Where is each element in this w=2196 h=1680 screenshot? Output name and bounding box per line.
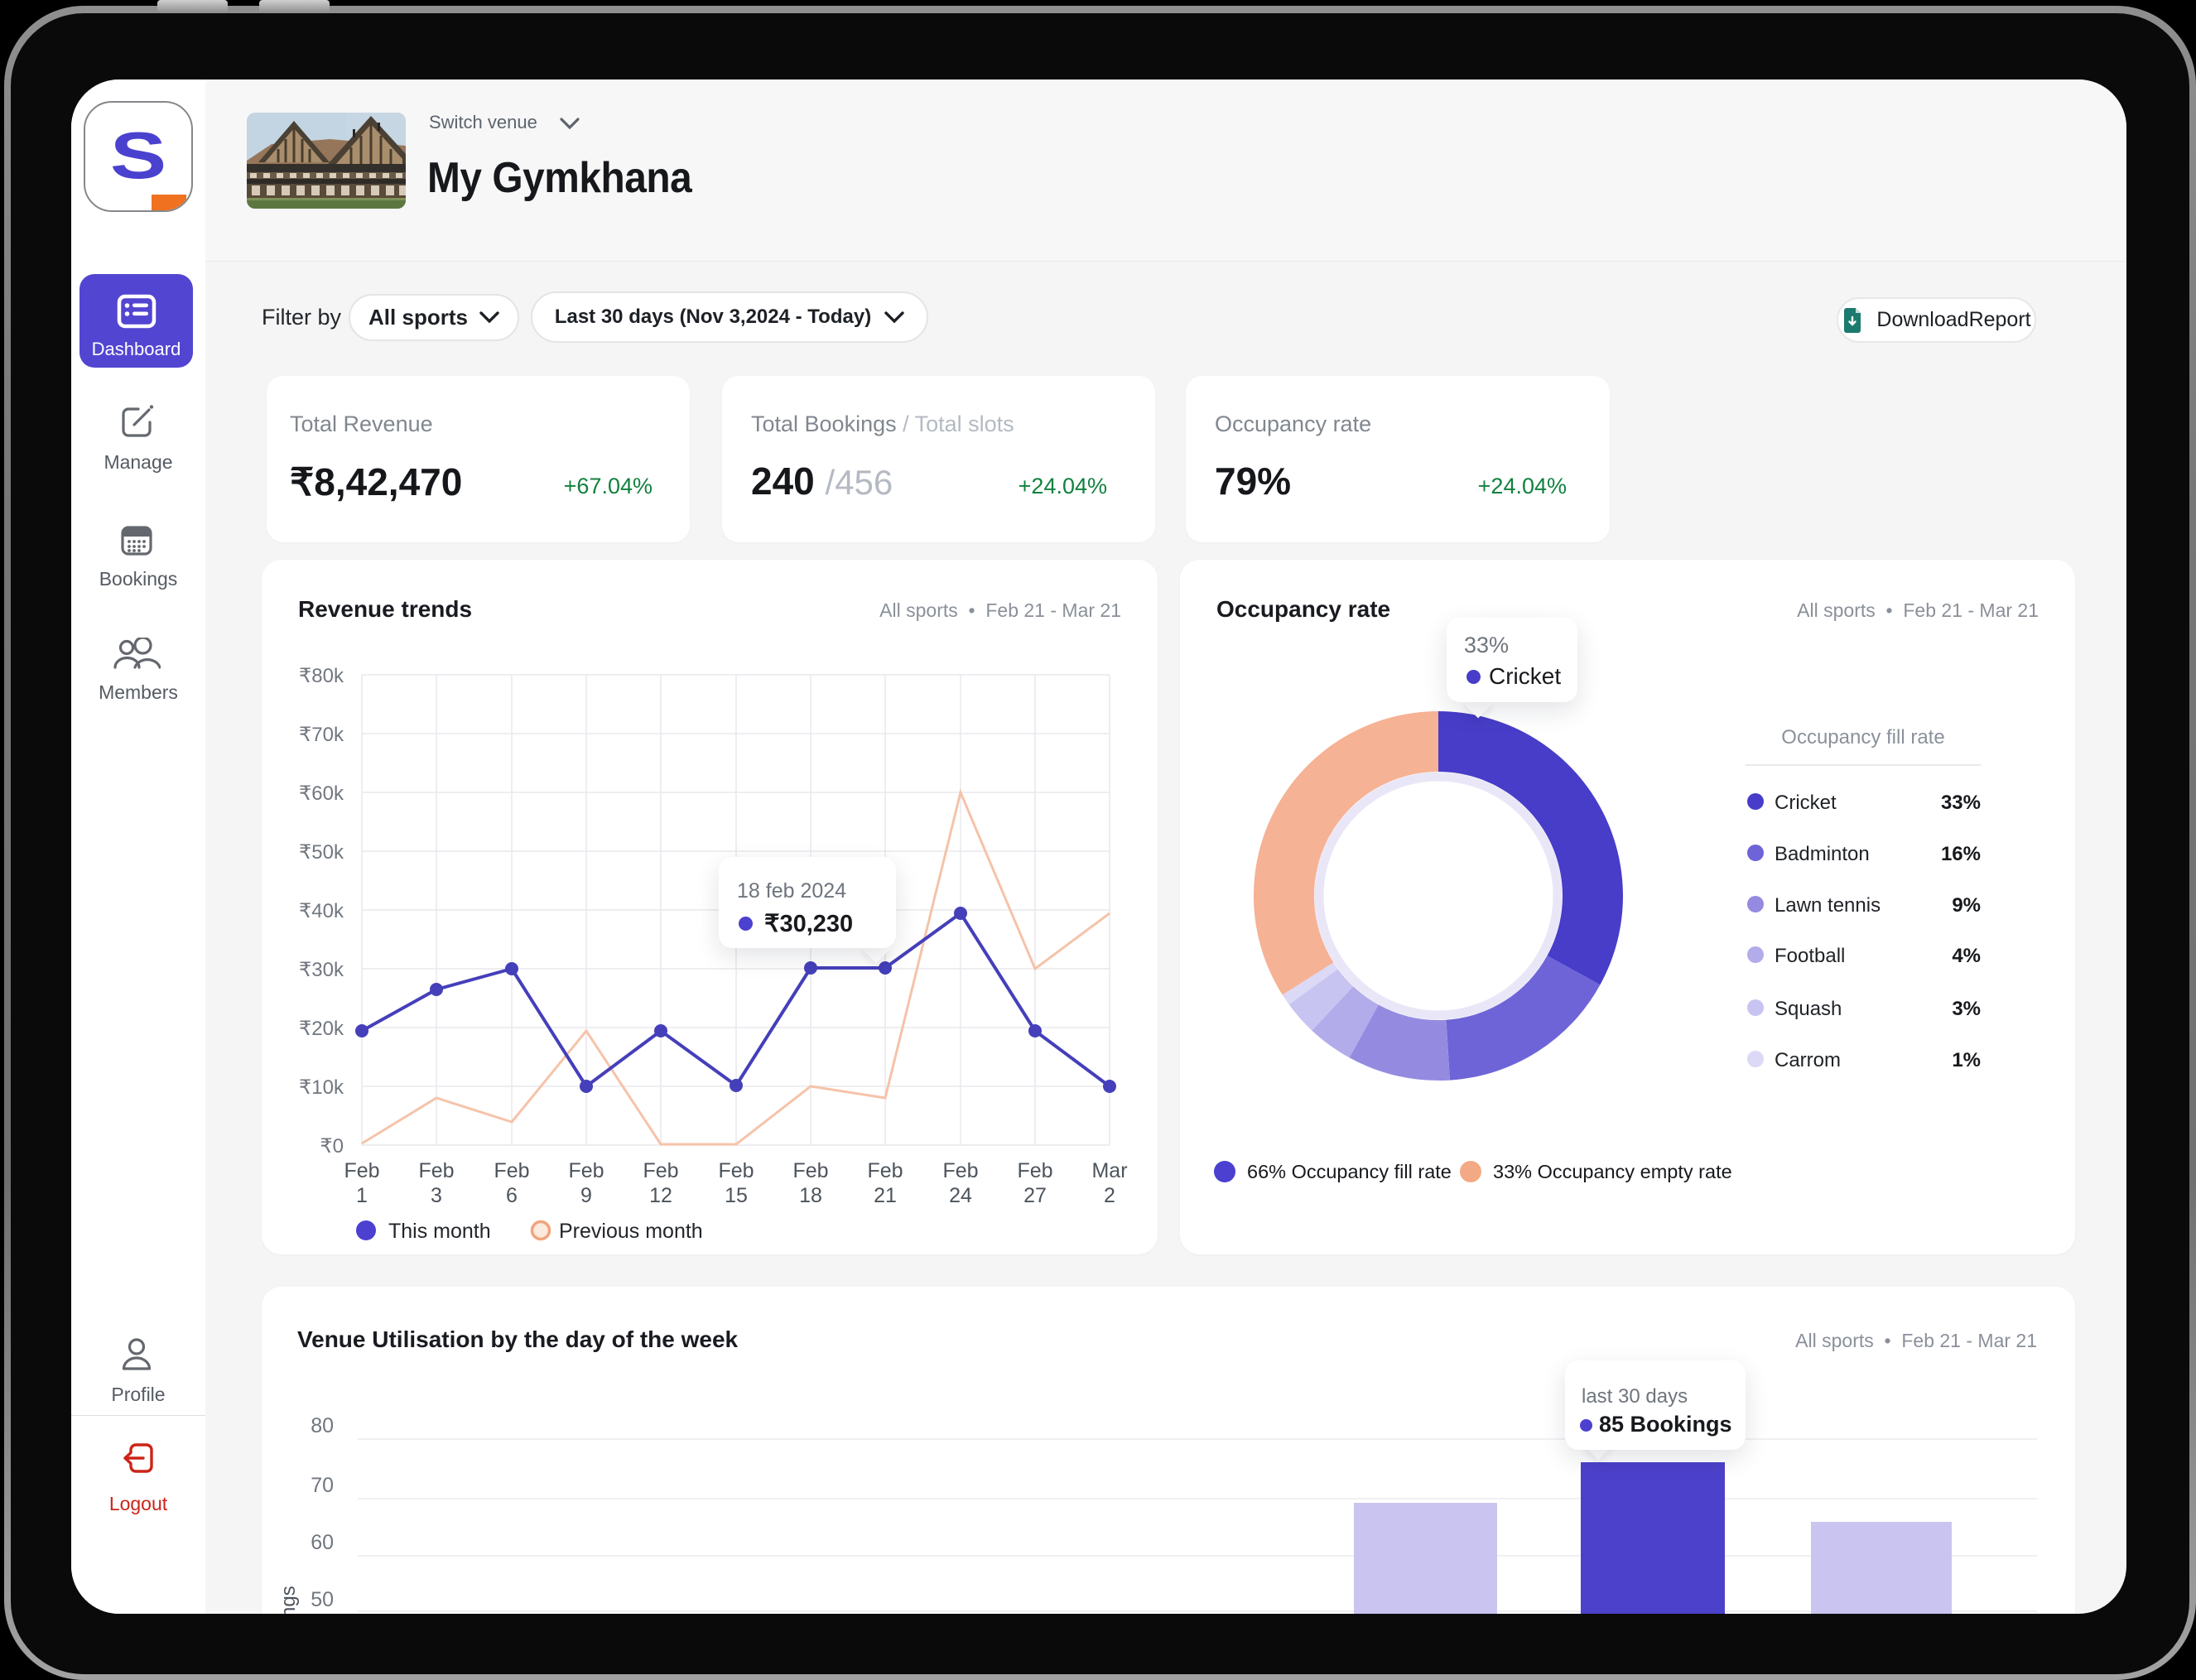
svg-text:21: 21 (874, 1184, 897, 1207)
svg-text:33%: 33% (1941, 792, 1981, 814)
svg-text:₹10k: ₹10k (299, 1076, 344, 1099)
svg-text:Feb: Feb (568, 1159, 604, 1182)
svg-text:Feb: Feb (1017, 1159, 1052, 1182)
svg-text:Feb: Feb (867, 1159, 903, 1182)
svg-text:Lawn tennis: Lawn tennis (1775, 894, 1881, 917)
svg-text:15: 15 (725, 1184, 748, 1207)
svg-text:Football: Football (1775, 945, 1845, 967)
svg-text:₹80k: ₹80k (299, 665, 344, 687)
svg-text:₹20k: ₹20k (299, 1018, 344, 1040)
svg-text:12: 12 (649, 1184, 672, 1207)
svg-text:18: 18 (799, 1184, 822, 1207)
svg-text:Squash: Squash (1775, 998, 1842, 1020)
svg-text:Feb: Feb (718, 1159, 754, 1182)
svg-text:4%: 4% (1952, 945, 1981, 967)
svg-text:3%: 3% (1952, 998, 1981, 1020)
svg-text:Feb: Feb (418, 1159, 454, 1182)
svg-text:Mar: Mar (1091, 1159, 1127, 1182)
svg-text:Feb: Feb (792, 1159, 828, 1182)
svg-text:This month: This month (388, 1220, 491, 1243)
svg-text:2: 2 (1104, 1184, 1115, 1207)
svg-text:Badminton: Badminton (1775, 843, 1870, 865)
svg-text:33% Occupancy empty rate: 33% Occupancy empty rate (1493, 1161, 1732, 1182)
svg-text:1: 1 (356, 1184, 368, 1207)
svg-text:Carrom: Carrom (1775, 1049, 1841, 1071)
svg-text:₹40k: ₹40k (299, 900, 344, 922)
svg-text:50: 50 (311, 1588, 334, 1611)
svg-text:3: 3 (431, 1184, 442, 1207)
svg-text:24: 24 (949, 1184, 972, 1207)
svg-text:1%: 1% (1952, 1049, 1981, 1071)
svg-text:₹30k: ₹30k (299, 959, 344, 981)
svg-text:27: 27 (1023, 1184, 1047, 1207)
svg-text:₹70k: ₹70k (299, 724, 344, 746)
svg-text:9: 9 (580, 1184, 592, 1207)
svg-text:Occupancy fill rate: Occupancy fill rate (1781, 726, 1944, 749)
svg-text:6: 6 (506, 1184, 518, 1207)
svg-text:80: 80 (311, 1414, 334, 1437)
svg-text:9%: 9% (1952, 894, 1981, 917)
svg-text:66% Occupancy fill rate: 66% Occupancy fill rate (1247, 1161, 1452, 1182)
svg-text:Cricket: Cricket (1775, 792, 1837, 814)
svg-text:60: 60 (311, 1531, 334, 1554)
svg-text:Feb: Feb (344, 1159, 379, 1182)
svg-text:Feb: Feb (643, 1159, 678, 1182)
svg-text:₹50k: ₹50k (299, 841, 344, 864)
svg-text:Feb: Feb (494, 1159, 529, 1182)
svg-text:Feb: Feb (942, 1159, 978, 1182)
svg-text:Bookings: Bookings (277, 1586, 300, 1614)
svg-text:70: 70 (311, 1474, 334, 1497)
svg-text:₹0: ₹0 (320, 1135, 344, 1158)
svg-text:₹60k: ₹60k (299, 782, 344, 805)
svg-text:Previous month: Previous month (559, 1220, 703, 1243)
svg-text:16%: 16% (1941, 843, 1981, 865)
